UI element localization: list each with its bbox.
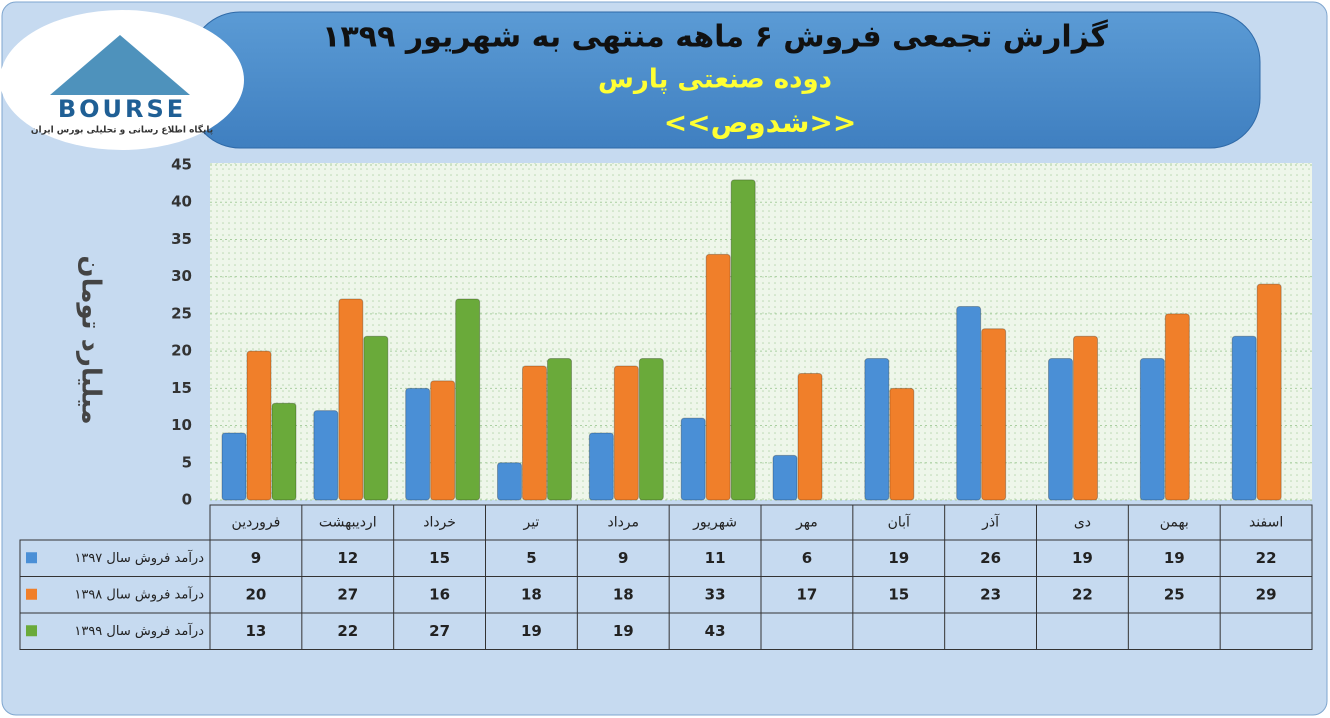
y-tick-label: 40 (171, 193, 192, 211)
bar (981, 328, 1007, 501)
y-tick-label: 45 (171, 156, 192, 174)
x-tick-label: شهریور (692, 515, 737, 531)
table-value: 33 (705, 585, 726, 603)
table-value: 15 (429, 549, 450, 567)
y-tick-label: 0 (182, 491, 192, 509)
bar (1256, 283, 1282, 501)
table-value: 16 (429, 585, 450, 603)
table-value: 29 (1256, 585, 1277, 603)
table-value: 22 (1256, 549, 1277, 567)
bar (797, 372, 823, 501)
bar (588, 432, 614, 501)
bar (1073, 335, 1098, 501)
bar (1048, 358, 1073, 501)
table-value: 25 (1164, 585, 1185, 603)
bar (547, 358, 572, 501)
x-tick-label: مرداد (607, 515, 639, 531)
x-tick-label: تیر (522, 515, 539, 531)
table-value: 9 (618, 549, 628, 567)
bar (638, 358, 664, 501)
bar (864, 358, 890, 501)
logo-shape (50, 35, 190, 95)
table-value: 19 (1164, 549, 1185, 567)
bar (1231, 335, 1257, 501)
bar (1139, 358, 1165, 501)
x-tick-label: خرداد (423, 515, 456, 531)
x-tick-label: آذر (981, 514, 1000, 531)
bar (313, 410, 339, 501)
bar (680, 417, 706, 501)
legend-swatch (26, 552, 37, 564)
x-tick-label: اردیبهشت (319, 515, 377, 531)
table-value: 22 (1072, 585, 1093, 603)
x-tick-label: فروردین (232, 515, 281, 531)
table-value: 13 (245, 622, 266, 640)
y-tick-label: 10 (171, 416, 192, 434)
bar (363, 335, 389, 501)
y-tick-label: 15 (171, 379, 192, 397)
bar (613, 365, 639, 501)
legend-label: درآمد فروش سال ۱۳۹۸ (74, 585, 204, 602)
bar (705, 253, 731, 501)
y-tick-label: 5 (182, 453, 192, 471)
table-value: 27 (429, 622, 450, 640)
table-value: 22 (337, 622, 358, 640)
table-value: 5 (526, 549, 536, 567)
table-value: 18 (613, 585, 634, 603)
x-tick-label: دی (1074, 515, 1091, 531)
table-value: 23 (980, 585, 1001, 603)
table-value: 43 (705, 622, 726, 640)
chart-subtitle: دوده صنعتی پارس (598, 65, 832, 95)
logo-name: BOURSE (58, 95, 186, 123)
table-value: 6 (802, 549, 812, 567)
x-tick-label: آبان (888, 514, 911, 531)
table-value: 9 (251, 549, 261, 567)
table-value: 15 (888, 585, 909, 603)
bar (730, 179, 756, 501)
bar (522, 365, 547, 501)
y-tick-label: 35 (171, 230, 192, 248)
legend-label: درآمد فروش سال ۱۳۹۹ (74, 622, 204, 639)
table-value: 19 (888, 549, 909, 567)
bar (271, 402, 297, 501)
x-tick-label: اسفند (1249, 515, 1283, 531)
x-tick-label: مهر (795, 515, 818, 531)
table-value: 26 (980, 549, 1001, 567)
bar (956, 305, 982, 501)
logo-tagline: پایگاه اطلاع رسانی و تحلیلی بورس ایران (31, 124, 213, 136)
table-value: 19 (613, 622, 634, 640)
x-tick-label: بهمن (1160, 515, 1189, 531)
chart-title: گزارش تجمعی فروش ۶ ماهه منتهی به شهریور … (322, 19, 1108, 55)
table-value: 11 (705, 549, 726, 567)
bar (221, 432, 247, 501)
bar (772, 454, 798, 501)
table-value: 19 (1072, 549, 1093, 567)
legend-swatch (26, 625, 37, 637)
table-value: 12 (337, 549, 358, 567)
bar (1164, 313, 1190, 501)
y-tick-label: 20 (171, 342, 192, 360)
bar (889, 387, 915, 501)
plot-area (210, 163, 1312, 500)
table-value: 17 (796, 585, 817, 603)
y-axis-label: میلیارد تومان (76, 255, 106, 424)
bar (497, 462, 522, 501)
y-tick-label: 25 (171, 304, 192, 322)
table-value: 27 (337, 585, 358, 603)
bar (430, 380, 456, 501)
bar (455, 298, 481, 501)
bar (338, 298, 364, 501)
symbol: <<شدوص>> (664, 106, 857, 139)
table-value: 18 (521, 585, 542, 603)
legend-label: درآمد فروش سال ۱۳۹۷ (74, 549, 204, 566)
table-value: 19 (521, 622, 542, 640)
y-tick-label: 30 (171, 267, 192, 285)
legend-swatch (26, 588, 37, 600)
table-value: 20 (245, 585, 266, 603)
bar (405, 387, 431, 501)
bar (246, 350, 272, 501)
